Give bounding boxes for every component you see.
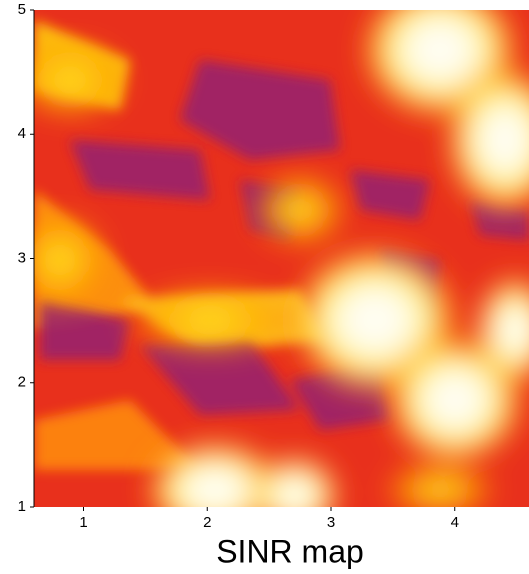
chart-title: SINR map [216, 533, 364, 569]
y-tick-label: 4 [18, 125, 26, 142]
y-tick-label: 3 [18, 249, 26, 266]
y-tick-label: 1 [18, 498, 26, 515]
x-tick-label: 2 [203, 514, 211, 531]
heatmap [34, 10, 529, 507]
y-tick-label: 2 [18, 374, 26, 391]
x-tick-label: 4 [451, 514, 459, 531]
x-tick-label: 1 [79, 514, 87, 531]
y-tick-label: 5 [18, 1, 26, 18]
x-tick-label: 3 [327, 514, 335, 531]
